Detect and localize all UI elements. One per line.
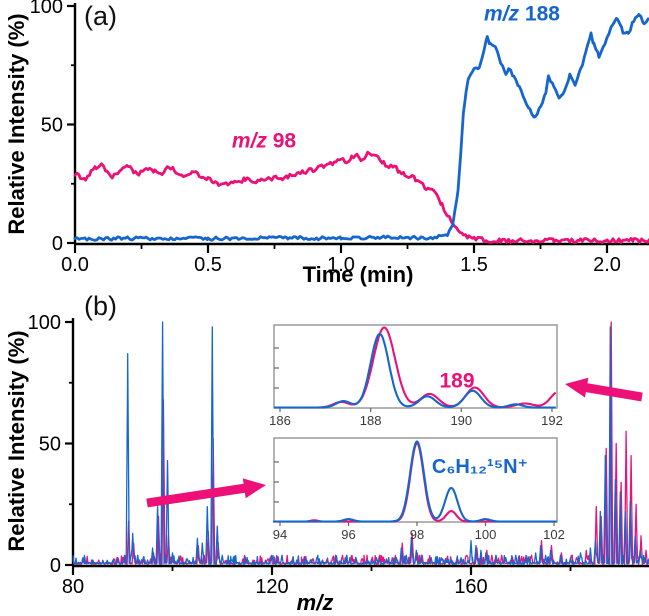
inset m/z 94-102-tick-label: 98	[410, 527, 424, 542]
panel-b-x-tick-label: 120	[255, 576, 288, 598]
panel-a-x-tick-label: 1.0	[327, 254, 355, 276]
mz188-value: 188	[524, 2, 560, 26]
panel-a-x-tick-label: 1.5	[460, 254, 488, 276]
panel-a-y-tick-label: 100	[30, 0, 63, 18]
panel-b-y-tick-label: 50	[39, 434, 61, 456]
panel-a-trace-magenta	[73, 150, 649, 244]
panel-b-y-tick-label: 0	[50, 555, 61, 577]
panel-a-x-tick-label: 2.0	[593, 254, 621, 276]
panel-a-trace-blue	[73, 13, 649, 242]
inset m/z 186-192-frame	[273, 324, 558, 409]
inset m/z 94-102-tick-label: 102	[543, 527, 565, 542]
panel-b-y-axis-title: Relative Intensity (%)	[4, 330, 29, 552]
panel-a-x-tick-label: 0.5	[194, 254, 222, 276]
inset m/z 186-192-tick-label: 186	[269, 413, 291, 428]
panel-a-x-axis-title: Time (min)	[302, 262, 414, 287]
panel-a-y-axis-title: Relative Intensity (%)	[4, 13, 29, 235]
trace-label-mz188: m/z 188	[484, 4, 560, 25]
mz98-value: 98	[272, 129, 297, 153]
inset m/z 94-102-frame	[273, 437, 558, 523]
mz188-prefix: m/z	[484, 2, 520, 26]
panel-b-x-tick-label: 160	[454, 576, 487, 598]
panel-a-y-tick-label: 0	[52, 233, 63, 255]
inset m/z 186-192-tick-label: 188	[360, 413, 382, 428]
mz98-prefix: m/z	[231, 129, 267, 153]
inset m/z 94-102-tick-label: 96	[341, 527, 355, 542]
panel-a-x-tick-label: 0.0	[61, 254, 89, 276]
inset m/z 94-102-curve-blue	[272, 440, 557, 523]
inset m/z 186-192-tick-label: 190	[450, 413, 472, 428]
inset m/z 94-102-tick-label: 100	[475, 527, 497, 542]
inset m/z 94-102-tick-label: 94	[273, 527, 287, 542]
panel-b-spectrum-blue	[72, 321, 649, 565]
panel-b-y-tick-label: 100	[28, 312, 61, 334]
arrow-to-upper-inset	[565, 377, 643, 402]
arrow-to-lower-inset	[146, 478, 266, 508]
panel-a-canvas: 0 50 100 0.0 0.5 1.0 1.5 2.0	[30, 0, 649, 276]
panel-b-x-axis-title: m/z	[296, 590, 334, 615]
panel-b-canvas: 0 50 100 80 120 160 186 188 190 192 94 96 98 100 102	[28, 312, 649, 598]
panel-a-y-tick-label: 50	[41, 115, 63, 137]
panel-b-label: (b)	[84, 291, 117, 321]
inset-189-annotation: 189	[439, 369, 475, 393]
panel-a-label: (a)	[84, 1, 117, 31]
panel-b-x-tick-label: 80	[62, 576, 84, 598]
inset m/z 186-192-tick-label: 192	[541, 413, 563, 428]
trace-label-mz98: m/z 98	[232, 131, 296, 152]
inset m/z 186-192-curve-blue	[273, 332, 556, 409]
inset-formula-annotation: C₆H₁₂¹⁵N⁺	[431, 456, 529, 478]
